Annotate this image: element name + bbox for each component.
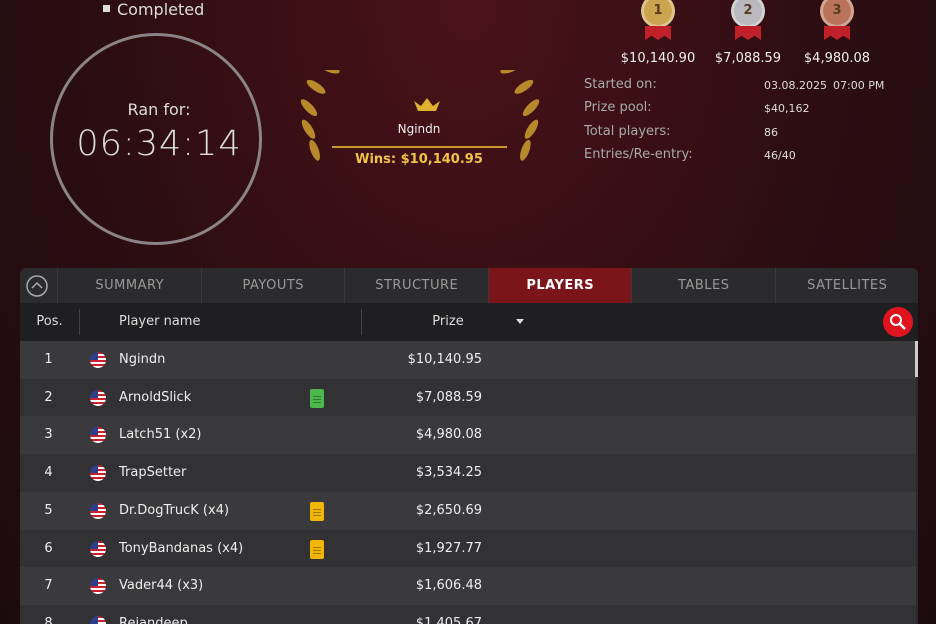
info-extra: 07:00 PM — [833, 79, 885, 92]
player-name: TrapSetter — [119, 465, 187, 481]
flag — [90, 352, 106, 368]
player-name: Vader44 (x3) — [119, 578, 204, 594]
winner-wins: Wins: $10,140.95 — [355, 152, 483, 167]
prize: $4,980.08 — [415, 427, 482, 443]
laurel-leaf — [319, 70, 340, 74]
tab[interactable]: PLAYERS — [487, 268, 632, 303]
table-header: Pos. Player name Prize — [20, 303, 918, 341]
sort-arrow[interactable] — [515, 318, 525, 326]
laurel-leaf — [301, 119, 316, 139]
player-name: Ngindn — [119, 352, 166, 367]
prize: $3,534.25 — [415, 465, 482, 481]
badge — [310, 388, 324, 408]
laurel-leaf — [520, 139, 531, 161]
podium-prize: $10,140.90 — [620, 51, 696, 66]
position: 7 — [44, 578, 53, 594]
position: 6 — [44, 540, 53, 556]
collapse-button[interactable] — [26, 275, 48, 297]
column-header: Pos. — [36, 314, 63, 329]
timer-label: Ran for: — [127, 100, 191, 119]
info-value: 46/40 — [764, 148, 796, 162]
laurel — [300, 70, 540, 161]
prize: $1,405.67 — [415, 615, 482, 624]
laurel-leaf — [306, 79, 326, 94]
flag — [90, 502, 106, 519]
player-row[interactable]: 5 Dr.DogTrucK (x4) $2,650.69 — [20, 491, 916, 530]
player-row[interactable]: 2 ArnoldSlick $7,088.59 — [20, 378, 916, 417]
prize: $2,650.69 — [415, 502, 482, 518]
tab-bar: SUMMARY PAYOUTS STRUCTURE PLAYERS TABLES SATE… — [20, 268, 918, 303]
player-row[interactable]: 8 Rejandeep $1,405.67 — [20, 604, 916, 624]
prize: $10,140.95 — [407, 352, 482, 367]
badge — [310, 539, 324, 559]
position: 1 — [44, 352, 53, 367]
status: Completed — [103, 0, 204, 19]
podium-prize: $7,088.59 — [714, 51, 782, 66]
players-panel: SUMMARY PAYOUTS STRUCTURE PLAYERS TABLES SATE… — [20, 268, 918, 624]
medal: 3 — [820, 0, 854, 28]
prize: $1,606.48 — [415, 578, 482, 594]
laurel-leaf — [524, 119, 539, 139]
laurel-leaf — [500, 70, 521, 74]
tab[interactable]: SUMMARY — [57, 268, 202, 303]
player-name: Rejandeep — [119, 615, 188, 624]
position: 2 — [44, 389, 53, 405]
tab[interactable]: TABLES — [631, 268, 776, 303]
position: 3 — [44, 427, 53, 443]
podium-prize: $4,980.08 — [803, 51, 871, 66]
search-button[interactable] — [882, 306, 914, 338]
player-name: TonyBandanas (x4) — [119, 540, 244, 556]
player-row[interactable]: 6 TonyBandanas (x4) $1,927.77 — [20, 529, 916, 568]
column-header[interactable]: Prize — [432, 314, 464, 329]
flag — [90, 578, 106, 595]
medal: 1 — [641, 0, 675, 28]
divider — [332, 146, 507, 148]
flag — [90, 540, 106, 557]
ribbon — [824, 26, 850, 40]
info-label: Started on: — [584, 77, 657, 92]
position: 8 — [44, 615, 53, 624]
ribbon — [645, 26, 671, 40]
flag — [90, 389, 106, 406]
info-label: Total players: — [584, 123, 671, 139]
laurel-leaf — [300, 99, 318, 117]
player-name: Dr.DogTrucK (x4) — [119, 502, 230, 518]
flag — [90, 465, 106, 482]
info-value: $40,162 — [764, 102, 810, 116]
flag — [90, 427, 106, 444]
column-header: Player name — [119, 314, 201, 329]
info-label: Prize pool: — [584, 100, 652, 116]
info-label: Entries/Re-entry: — [584, 146, 693, 162]
flag — [90, 615, 106, 624]
medal: 2 — [731, 0, 765, 28]
player-name: ArnoldSlick — [119, 389, 192, 405]
badge — [310, 501, 324, 521]
info-value: 86 — [764, 125, 778, 139]
laurel-leaf — [514, 79, 534, 94]
player-row[interactable]: 3 Latch51 (x2) $4,980.08 — [20, 416, 916, 455]
position: 4 — [44, 465, 53, 481]
winner-name: Ngindn — [397, 122, 441, 136]
player-row[interactable]: 1 Ngindn $10,140.95 — [20, 341, 916, 379]
position: 5 — [44, 502, 53, 518]
player-name: Latch51 (x2) — [119, 427, 202, 443]
info-value: 03.08.2025 — [764, 79, 827, 92]
player-row[interactable]: 7 Vader44 (x3) $1,606.48 — [20, 567, 916, 606]
tab[interactable]: SATELLITES — [774, 268, 919, 303]
timer-circle: Ran for: 06:34:14 — [50, 33, 262, 245]
prize: $1,927.77 — [415, 540, 482, 556]
laurel-leaf — [309, 139, 320, 161]
player-row[interactable]: 4 TrapSetter $3,534.25 — [20, 454, 916, 493]
tab[interactable]: STRUCTURE — [344, 268, 489, 303]
prize: $7,088.59 — [415, 389, 482, 405]
tab[interactable]: PAYOUTS — [200, 268, 346, 303]
ribbon — [735, 26, 761, 40]
crown — [414, 98, 440, 111]
timer-value: 06:34:14 — [76, 124, 242, 164]
laurel-leaf — [522, 99, 540, 117]
